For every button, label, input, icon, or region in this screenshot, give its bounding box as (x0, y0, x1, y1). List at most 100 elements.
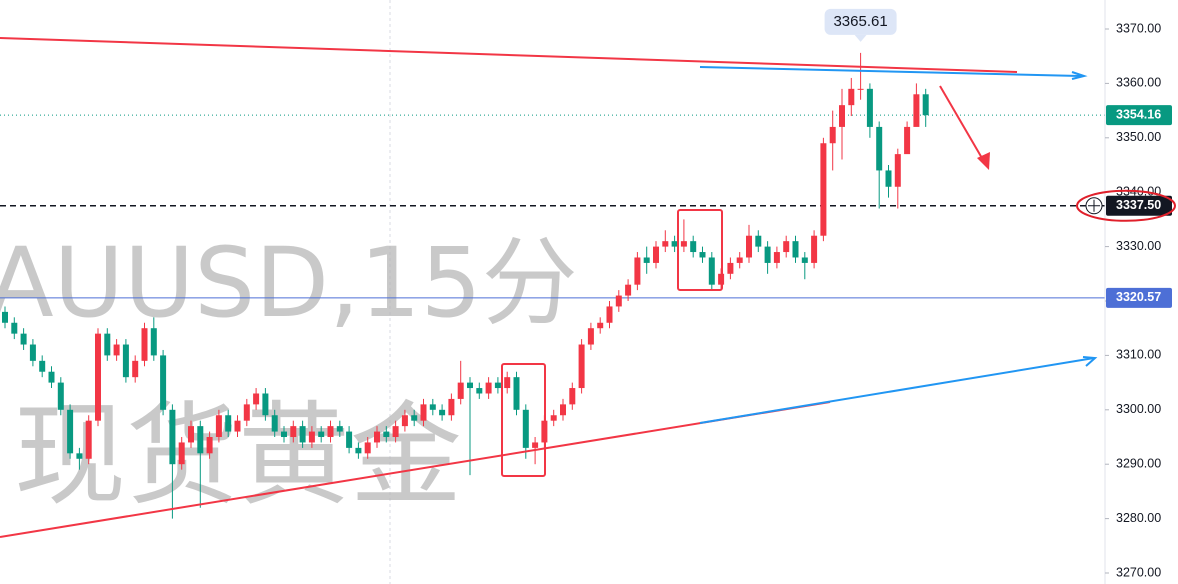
candle-body (169, 409, 176, 465)
candle-body (104, 333, 111, 356)
forecast-arrow (939, 85, 987, 166)
candle-body (11, 322, 18, 334)
candle-body (773, 252, 780, 263)
highlight-box (501, 363, 546, 477)
candle-body (513, 377, 520, 410)
price-line-tag (1106, 287, 1172, 308)
candle-body (20, 333, 27, 345)
candle-body (885, 170, 892, 187)
y-tick-label: 3370.00 (1116, 21, 1161, 35)
candle-body (922, 94, 929, 116)
candle-body (457, 382, 464, 399)
candle-body (653, 246, 659, 263)
arrow-head (977, 152, 990, 170)
candle-body (429, 404, 436, 410)
arrow-head (1071, 71, 1088, 80)
candles: 3365.61 (2, 8, 929, 519)
candle-body (178, 442, 185, 465)
resistance-extension (699, 66, 1081, 77)
candle-body (820, 143, 827, 236)
candle-body (308, 431, 315, 443)
candle-body (336, 426, 343, 432)
candle-body (848, 88, 855, 106)
candle-body (764, 246, 771, 263)
last-price-label: 3354.16 (1116, 107, 1161, 121)
high-callout (824, 8, 897, 35)
candle-body (132, 360, 139, 378)
candle-body (411, 415, 418, 421)
candle-body (76, 453, 83, 459)
candle-body (39, 360, 46, 372)
candle-body (746, 235, 752, 258)
candle-body (299, 426, 306, 443)
candle-body (560, 404, 566, 416)
candle-body (197, 426, 204, 454)
candle-body (755, 235, 762, 247)
axis-labels: 3270.00 3280.00 3290.00 3300.00 3310.00 3320.… (1076, 21, 1176, 579)
candle-body (671, 241, 678, 247)
candle-body (615, 295, 622, 307)
candle-body (532, 442, 539, 448)
candle-body (476, 388, 483, 394)
arrow-head (1082, 356, 1098, 367)
candle-body (150, 328, 157, 356)
y-tick-label: 3270.00 (1116, 565, 1161, 579)
candle-body (355, 447, 362, 454)
candle-body (904, 126, 911, 155)
y-tick-label: 3310.00 (1116, 348, 1161, 362)
candle-body (234, 420, 241, 432)
candle-body (736, 257, 743, 263)
candle-body (708, 257, 715, 285)
candle-body (866, 88, 873, 127)
candle-body (439, 409, 446, 416)
candle-body (829, 126, 836, 144)
candle-body (281, 431, 287, 438)
candle-body (839, 105, 845, 127)
drawings (0, 37, 1098, 538)
watermark-symbol: AUUSD,15分 (0, 227, 578, 339)
candle-body (569, 388, 576, 405)
candle-body (448, 398, 455, 416)
candle-body (215, 415, 222, 438)
candle-body (634, 257, 641, 285)
candle-body (225, 415, 232, 432)
candle-body (318, 431, 325, 438)
candle-body (876, 126, 883, 171)
grid (0, 114, 1105, 299)
candle-body (327, 426, 334, 438)
candle-body (811, 235, 818, 263)
candle-body (522, 409, 529, 448)
y-tick-label: 3280.00 (1116, 511, 1161, 525)
candle-body (243, 404, 250, 421)
candle-body (699, 252, 706, 258)
candle-body (913, 94, 920, 127)
support-line (0, 401, 831, 538)
candle-body (401, 415, 408, 427)
resistance-line (0, 37, 1018, 73)
candle-body (262, 393, 269, 416)
candle-body (2, 311, 8, 323)
price-line-label: 3337.50 (1116, 198, 1161, 212)
candle-body (662, 241, 669, 247)
candle-body (374, 431, 380, 443)
candle-body (383, 431, 390, 438)
candle-body (504, 377, 511, 389)
candle-body (467, 382, 473, 389)
highlight-box (677, 209, 723, 291)
candle-body (597, 322, 604, 329)
candle-body (48, 371, 55, 383)
candle-body (494, 382, 501, 389)
candle-body (801, 257, 808, 263)
y-tick-label: 3300.00 (1116, 402, 1161, 416)
y-tick-label: 3350.00 (1116, 130, 1161, 144)
candle-body (364, 442, 371, 454)
candle-body (643, 257, 650, 263)
candle-body (290, 426, 297, 438)
highlight-ellipse (1076, 189, 1176, 222)
candle-body (420, 404, 427, 421)
price-line-tag (1106, 195, 1172, 216)
candle-body (857, 88, 864, 90)
